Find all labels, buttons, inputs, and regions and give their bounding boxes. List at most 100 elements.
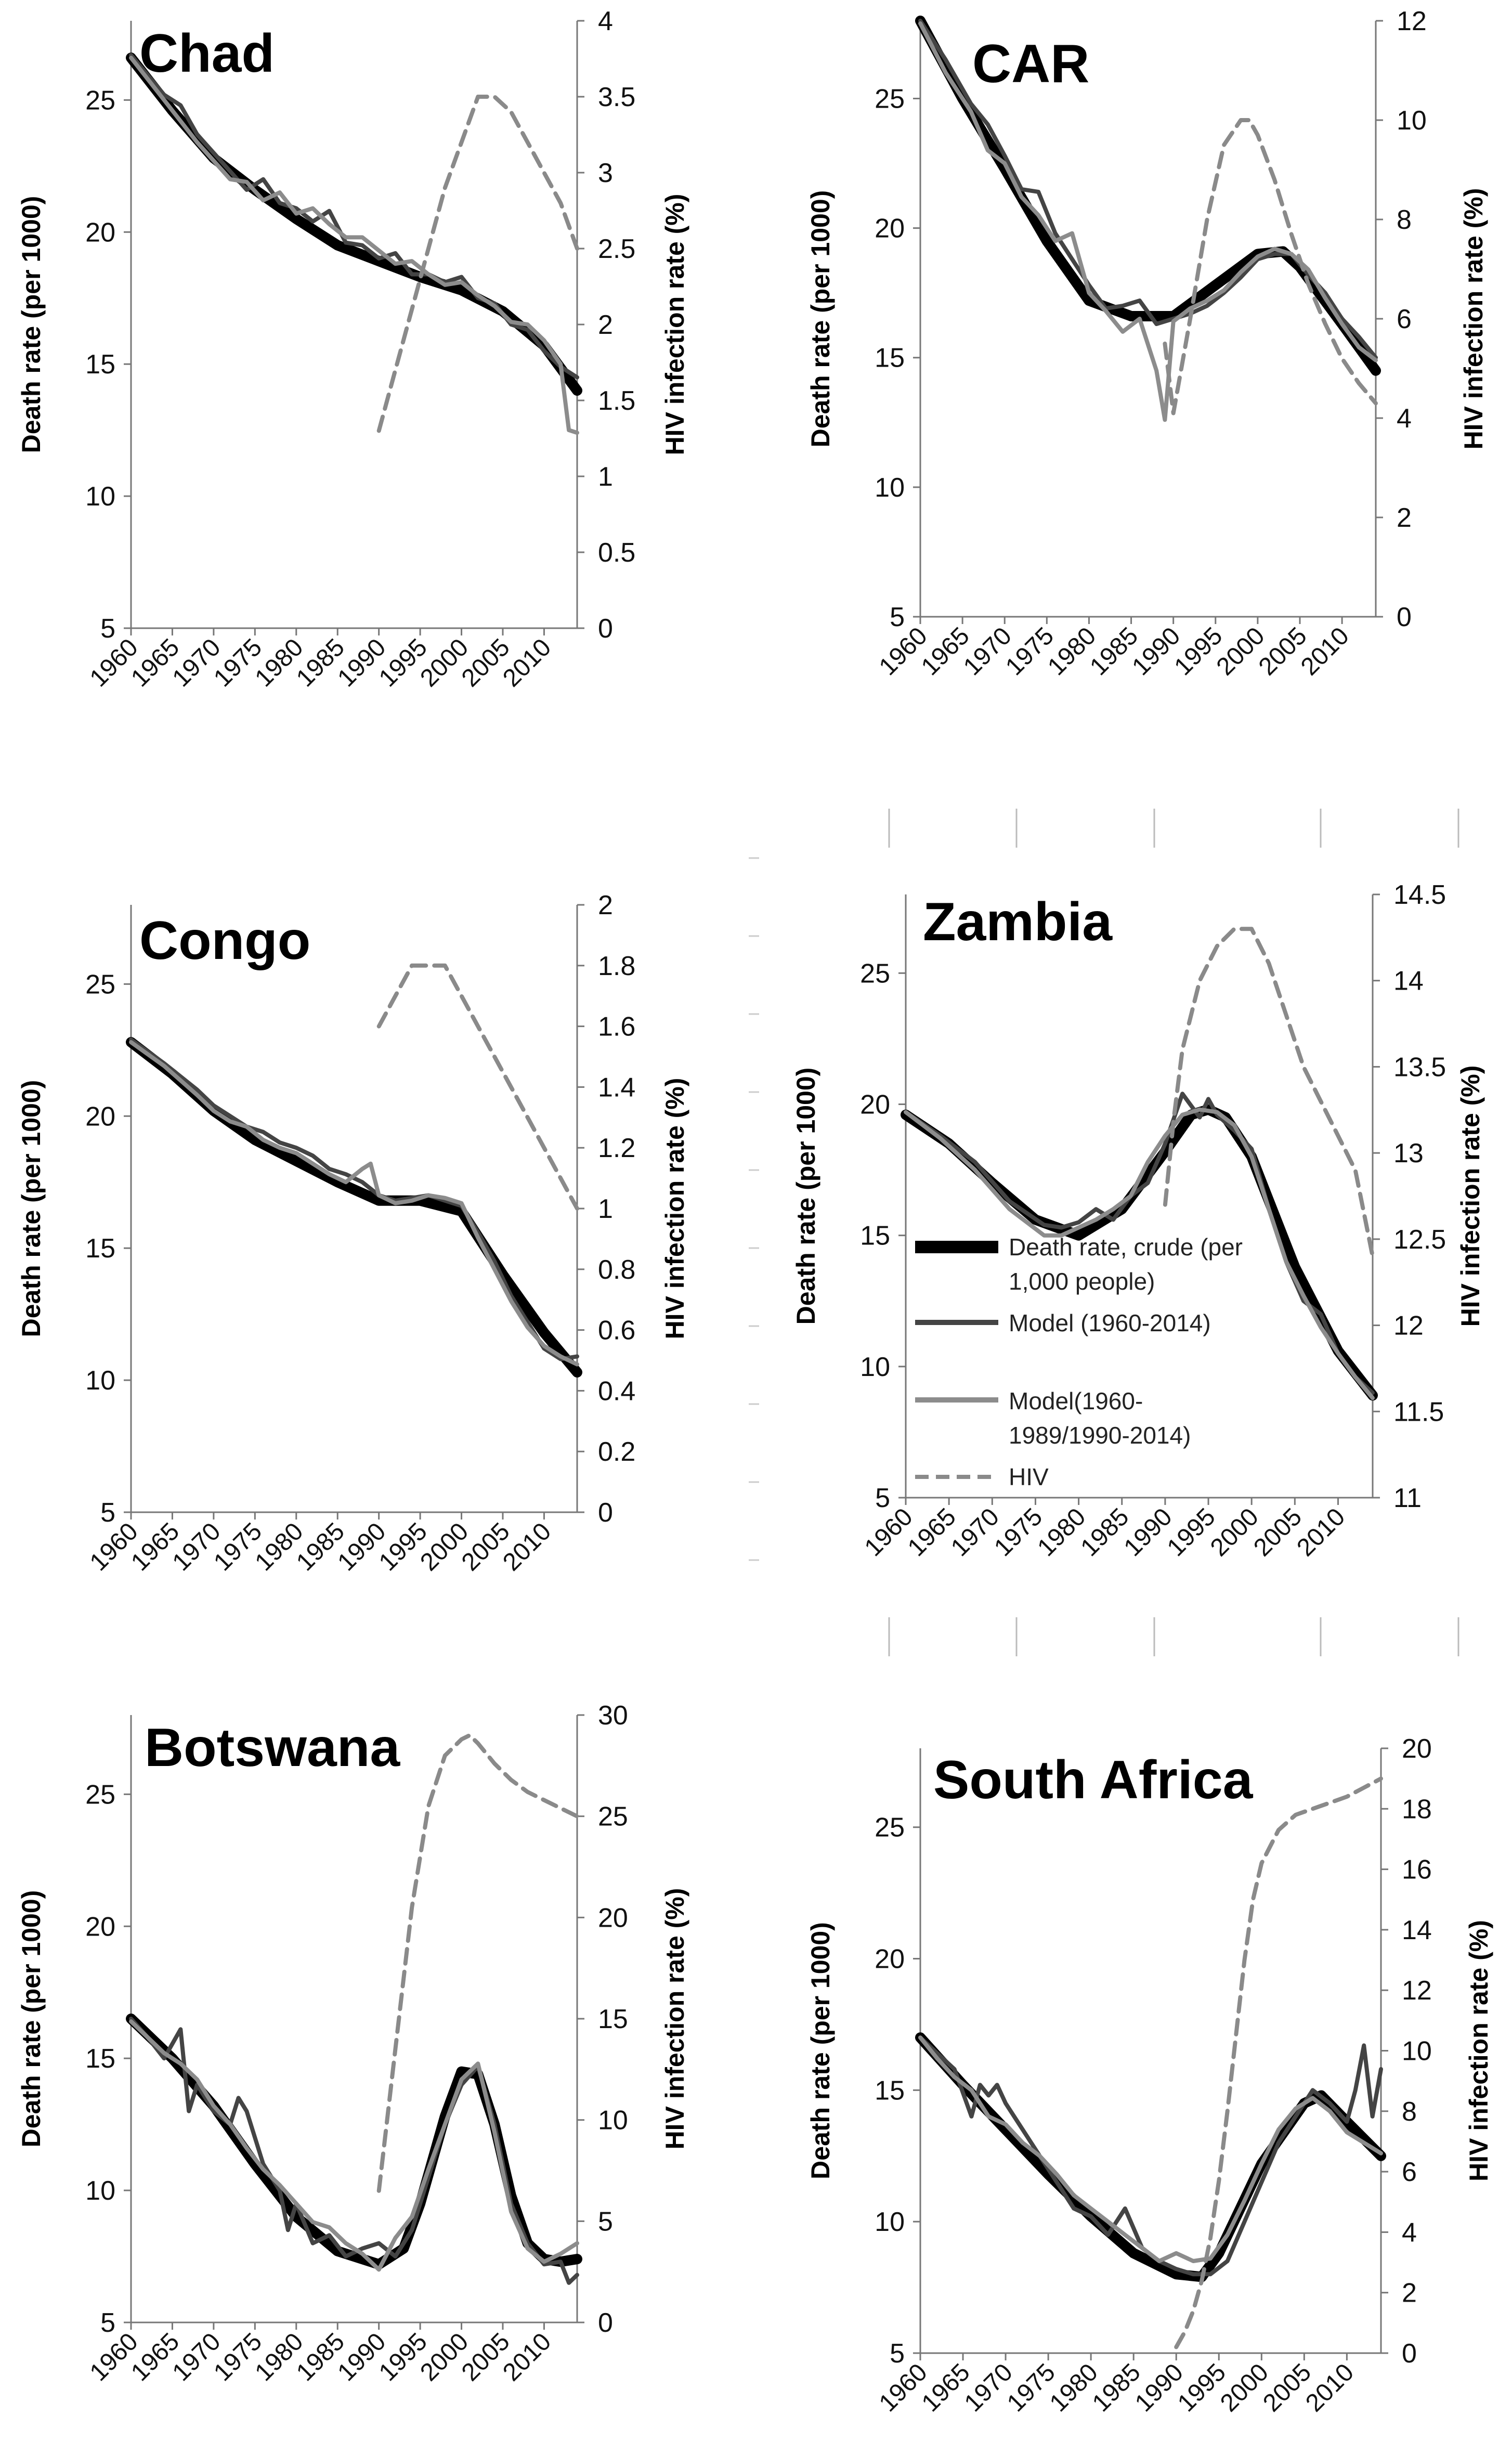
- x-tick-label: 1975: [989, 1503, 1048, 1562]
- model-split-line: [129, 2019, 579, 2272]
- y2-axis-title: HIV infection rate (%): [1464, 1920, 1493, 2182]
- y2-tick-label: 0.4: [598, 1376, 635, 1406]
- x-tick-label: 2005: [457, 1517, 515, 1576]
- legend-label: Death rate, crude (per: [1009, 1234, 1243, 1261]
- hiv-line: [376, 963, 579, 1211]
- y2-tick-label: 0: [598, 2308, 613, 2338]
- x-tick-label: 1990: [1119, 1503, 1178, 1562]
- y2-tick-label: 20: [598, 1903, 628, 1933]
- y2-tick-label: 6: [1402, 2157, 1417, 2187]
- x-tick-label: 1985: [291, 2328, 350, 2386]
- chart-south-africa: 5101520250246810121416182019601965197019…: [806, 1734, 1493, 2417]
- chart-zambia: 5101520251111.51212.51313.51414.51960196…: [791, 880, 1485, 1562]
- y2-tick-label: 1.4: [598, 1072, 635, 1102]
- y2-tick-label: 10: [598, 2106, 628, 2136]
- y-tick-label: 5: [890, 2339, 905, 2369]
- hiv-line: [376, 1733, 579, 2193]
- series-model-full-line: [129, 2017, 579, 2285]
- x-tick-label: 1965: [126, 1517, 185, 1576]
- model-full-line: [129, 1037, 579, 1361]
- series-crude-death-rate-line: [126, 53, 582, 396]
- y2-tick-label: 8: [1397, 205, 1412, 235]
- y2-tick-label: 12: [1402, 1976, 1432, 2006]
- y2-tick-label: 0: [1402, 2339, 1417, 2369]
- y-tick-label: 10: [85, 2176, 115, 2206]
- y2-tick-label: 0: [1397, 602, 1412, 632]
- y2-axis-title: HIV infection rate (%): [1456, 1066, 1485, 1327]
- y2-tick-label: 16: [1402, 1855, 1432, 1885]
- y-tick-label: 25: [860, 958, 890, 989]
- x-tick-label: 2010: [498, 2328, 556, 2386]
- y2-tick-label: 15: [598, 2004, 628, 2034]
- panel-title: Zambia: [923, 892, 1113, 952]
- y-axis-title: Death rate (per 1000): [806, 1922, 835, 2179]
- x-tick-label: 1975: [208, 633, 267, 692]
- y-tick-label: 10: [85, 482, 115, 512]
- y-tick-label: 25: [85, 85, 115, 115]
- x-tick-label: 1990: [1130, 2358, 1189, 2417]
- x-tick-label: 1995: [1172, 2358, 1231, 2417]
- x-tick-label: 1965: [903, 1503, 961, 1562]
- y2-tick-label: 10: [1402, 2036, 1432, 2067]
- x-tick-label: 2000: [415, 1517, 474, 1576]
- x-tick-label: 1965: [126, 2328, 185, 2386]
- y2-tick-label: 0.8: [598, 1255, 635, 1285]
- y2-tick-label: 2: [598, 310, 613, 340]
- x-tick-label: 1970: [167, 2328, 226, 2386]
- y2-tick-label: 6: [1397, 304, 1412, 334]
- legend: Death rate, crude (per 1,000 people) Model…: [915, 1234, 1243, 1490]
- y2-tick-label: 13: [1393, 1138, 1424, 1168]
- chart-car: 5101520250246810121960196519701975198019…: [806, 6, 1488, 681]
- model-full-line: [918, 2035, 1383, 2277]
- y-axis-title: Death rate (per 1000): [17, 1080, 46, 1338]
- hiv-line: [1163, 118, 1378, 416]
- y2-axis-title: HIV infection rate (%): [660, 1888, 689, 2150]
- chart-chad: 51015202500.511.522.533.5419601965197019…: [17, 6, 689, 692]
- y-tick-label: 15: [875, 343, 905, 373]
- x-tick-label: 1975: [1000, 622, 1059, 681]
- y2-tick-label: 3.5: [598, 82, 635, 112]
- hiv-line: [376, 95, 579, 433]
- y-tick-label: 25: [875, 1813, 905, 1843]
- x-tick-label: 2010: [1296, 622, 1354, 681]
- x-tick-label: 1980: [1042, 622, 1101, 681]
- y-tick-label: 5: [875, 1483, 890, 1513]
- y2-tick-label: 1.5: [598, 386, 635, 416]
- series-model-split-line: [129, 2019, 579, 2272]
- y2-tick-label: 14: [1402, 1915, 1432, 1945]
- y2-tick-label: 12: [1393, 1311, 1424, 1341]
- x-tick-label: 1975: [208, 2328, 267, 2386]
- y2-tick-label: 5: [598, 2206, 613, 2237]
- y2-tick-label: 10: [1397, 106, 1427, 136]
- x-tick-label: 2010: [498, 633, 556, 692]
- x-tick-label: 1965: [126, 633, 185, 692]
- hiv-line: [1174, 1776, 1383, 2349]
- x-tick-label: 2005: [457, 2328, 515, 2386]
- series-hiv-line: [376, 1733, 579, 2193]
- x-tick-label: 1970: [958, 622, 1017, 681]
- y2-tick-label: 2.5: [598, 234, 635, 264]
- panel-title: Congo: [139, 911, 310, 971]
- x-tick-label: 1990: [1127, 622, 1185, 681]
- chart-botswana: 5101520250510152025301960196519701975198…: [17, 1700, 689, 2386]
- y-tick-label: 10: [860, 1352, 890, 1382]
- x-tick-label: 1975: [208, 1517, 267, 1576]
- legend-label: 1,000 people): [1009, 1268, 1155, 1295]
- y2-tick-label: 0: [598, 1498, 613, 1528]
- y-tick-label: 15: [860, 1221, 890, 1251]
- legend-label: Model(1960-: [1009, 1387, 1143, 1414]
- x-tick-label: 1995: [1169, 622, 1228, 681]
- y2-tick-label: 0.5: [598, 538, 635, 568]
- y2-tick-label: 11.5: [1393, 1397, 1444, 1427]
- x-tick-label: 2000: [1215, 2358, 1274, 2417]
- x-tick-label: 1970: [167, 633, 226, 692]
- panel-title: CAR: [972, 34, 1089, 94]
- y-tick-label: 10: [85, 1366, 115, 1396]
- series-crude-death-rate-line: [126, 2014, 582, 2270]
- y2-tick-label: 2: [598, 890, 613, 920]
- legend-label: Model (1960-2014): [1009, 1309, 1211, 1336]
- x-tick-label: 1990: [332, 2328, 391, 2386]
- x-tick-label: 1980: [1032, 1503, 1091, 1562]
- y2-tick-label: 0.6: [598, 1316, 635, 1346]
